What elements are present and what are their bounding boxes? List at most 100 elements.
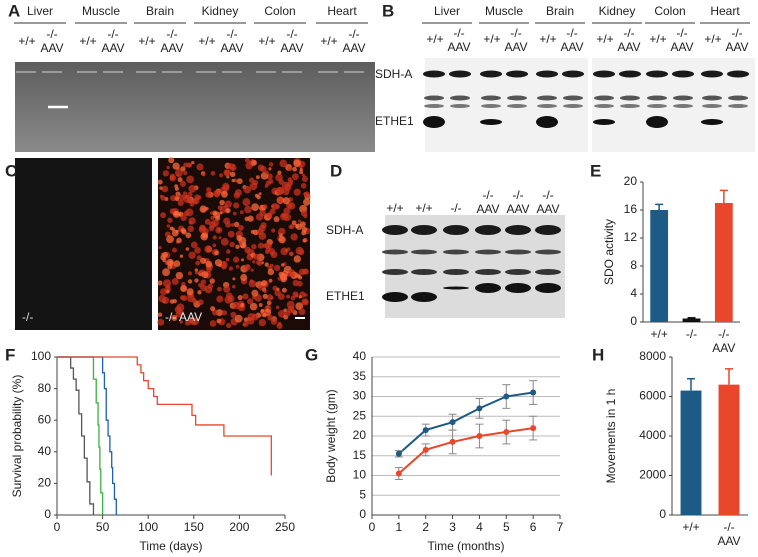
fluorescence: [300, 221, 306, 228]
fluorescence: [188, 317, 197, 325]
data-point: [503, 393, 510, 400]
genotype-label: +/+: [426, 32, 443, 46]
lane-label: -/-: [512, 188, 523, 202]
fluorescence: [270, 318, 278, 325]
blot-band: [481, 104, 501, 108]
genotype-label: +/+: [198, 34, 215, 48]
fluorescence: [239, 242, 243, 246]
fluorescence: [186, 288, 194, 296]
fluorescence: [248, 177, 255, 183]
genotype-label: -/-: [566, 26, 577, 40]
fluorescence: [262, 204, 268, 210]
fluorescence: [250, 229, 255, 234]
panel-label: A: [8, 1, 20, 20]
data-point: [530, 389, 537, 396]
fluorescence: [224, 200, 232, 208]
fluorescence: [264, 170, 269, 175]
fluorescence: [233, 256, 240, 263]
fluorescence: [251, 289, 259, 297]
fluorescence: [287, 202, 296, 210]
y-tick-label: 4000: [639, 428, 666, 442]
y-tick-label: 40: [38, 444, 52, 458]
fluorescence: [234, 314, 243, 323]
fluorescence: [166, 165, 170, 170]
fluorescence: [302, 173, 306, 177]
data-point: [395, 450, 402, 457]
blot-band: [475, 249, 501, 255]
blot-band: [424, 95, 444, 101]
fluorescence: [296, 274, 301, 279]
panel-label: H: [592, 345, 604, 364]
blot-band: [562, 70, 584, 78]
blot-band: [423, 116, 445, 128]
fluorescence: [177, 177, 183, 183]
fluorescence: [157, 280, 163, 286]
lane-label: AAV: [536, 202, 559, 216]
x-axis-label: Time (days): [140, 539, 203, 553]
blot-band: [475, 225, 501, 235]
blot-band: [505, 249, 531, 255]
genotype-label: +/+: [320, 34, 337, 48]
fluorescence: [286, 300, 295, 309]
y-tick-label: 0: [44, 507, 51, 521]
lane-label: -/-: [450, 201, 461, 215]
fluorescence: [301, 175, 308, 182]
fluorescence: [283, 213, 292, 222]
fluorescence: [268, 167, 272, 171]
fluorescence: [230, 223, 235, 227]
fluorescence: [289, 224, 295, 229]
blot-band: [506, 70, 528, 78]
blot-band: [443, 286, 469, 290]
x-tick-label: -/-AAV: [712, 327, 735, 355]
blot-band: [702, 95, 722, 101]
y-tick-label: 10: [353, 468, 367, 482]
fluorescence: [247, 298, 254, 305]
fluorescence: [289, 307, 295, 312]
blot-band: [382, 249, 408, 255]
band-label: SDH-A: [326, 223, 363, 237]
fluorescence: [290, 295, 296, 301]
fluorescence: [267, 314, 274, 321]
fluorescence: [279, 200, 283, 204]
fluorescence: [187, 225, 195, 233]
blot-band: [620, 95, 640, 101]
series-line: [398, 391, 534, 455]
fluorescence: [271, 228, 276, 233]
blot-band: [411, 292, 437, 302]
fluorescence: [215, 226, 223, 234]
fluorescence: [294, 224, 299, 229]
fluorescence: [258, 285, 264, 291]
fluorescence: [235, 244, 240, 250]
x-tick-label: 100: [138, 520, 158, 534]
fluorescence: [229, 166, 234, 171]
tissue-label: Brain: [146, 4, 174, 18]
fluorescence: [190, 241, 198, 249]
genotype-label: -/-: [731, 26, 742, 40]
fluorescence: [292, 166, 297, 172]
genotype-label: -/-: [453, 26, 464, 40]
fluorescence: [220, 237, 229, 246]
genotype-label: -/-: [166, 27, 177, 41]
fluorescence: [266, 300, 272, 306]
genotype-label: +/+: [539, 32, 556, 46]
fluorescence: [168, 260, 174, 265]
fluorescence: [301, 230, 307, 236]
fluorescence: [174, 196, 180, 202]
x-tick-label: +/+: [682, 520, 699, 534]
fluorescence: [276, 287, 280, 291]
fluorescence: [182, 191, 188, 196]
x-tick-label: 4: [476, 520, 483, 534]
fluorescence: [282, 197, 290, 205]
fluorescence: [221, 310, 227, 316]
fluorescence: [300, 182, 307, 189]
fluorescence: [174, 169, 183, 178]
blot-band: [701, 119, 723, 125]
y-axis-label: Body weight (gm): [324, 389, 338, 482]
genotype-label: AAV: [220, 41, 243, 55]
fluorescence: [242, 293, 249, 300]
fluorescence: [269, 263, 274, 268]
fluorescence: [205, 260, 213, 268]
blot-band: [593, 70, 615, 78]
fluorescence: [187, 271, 193, 276]
fluorescence: [233, 221, 240, 228]
